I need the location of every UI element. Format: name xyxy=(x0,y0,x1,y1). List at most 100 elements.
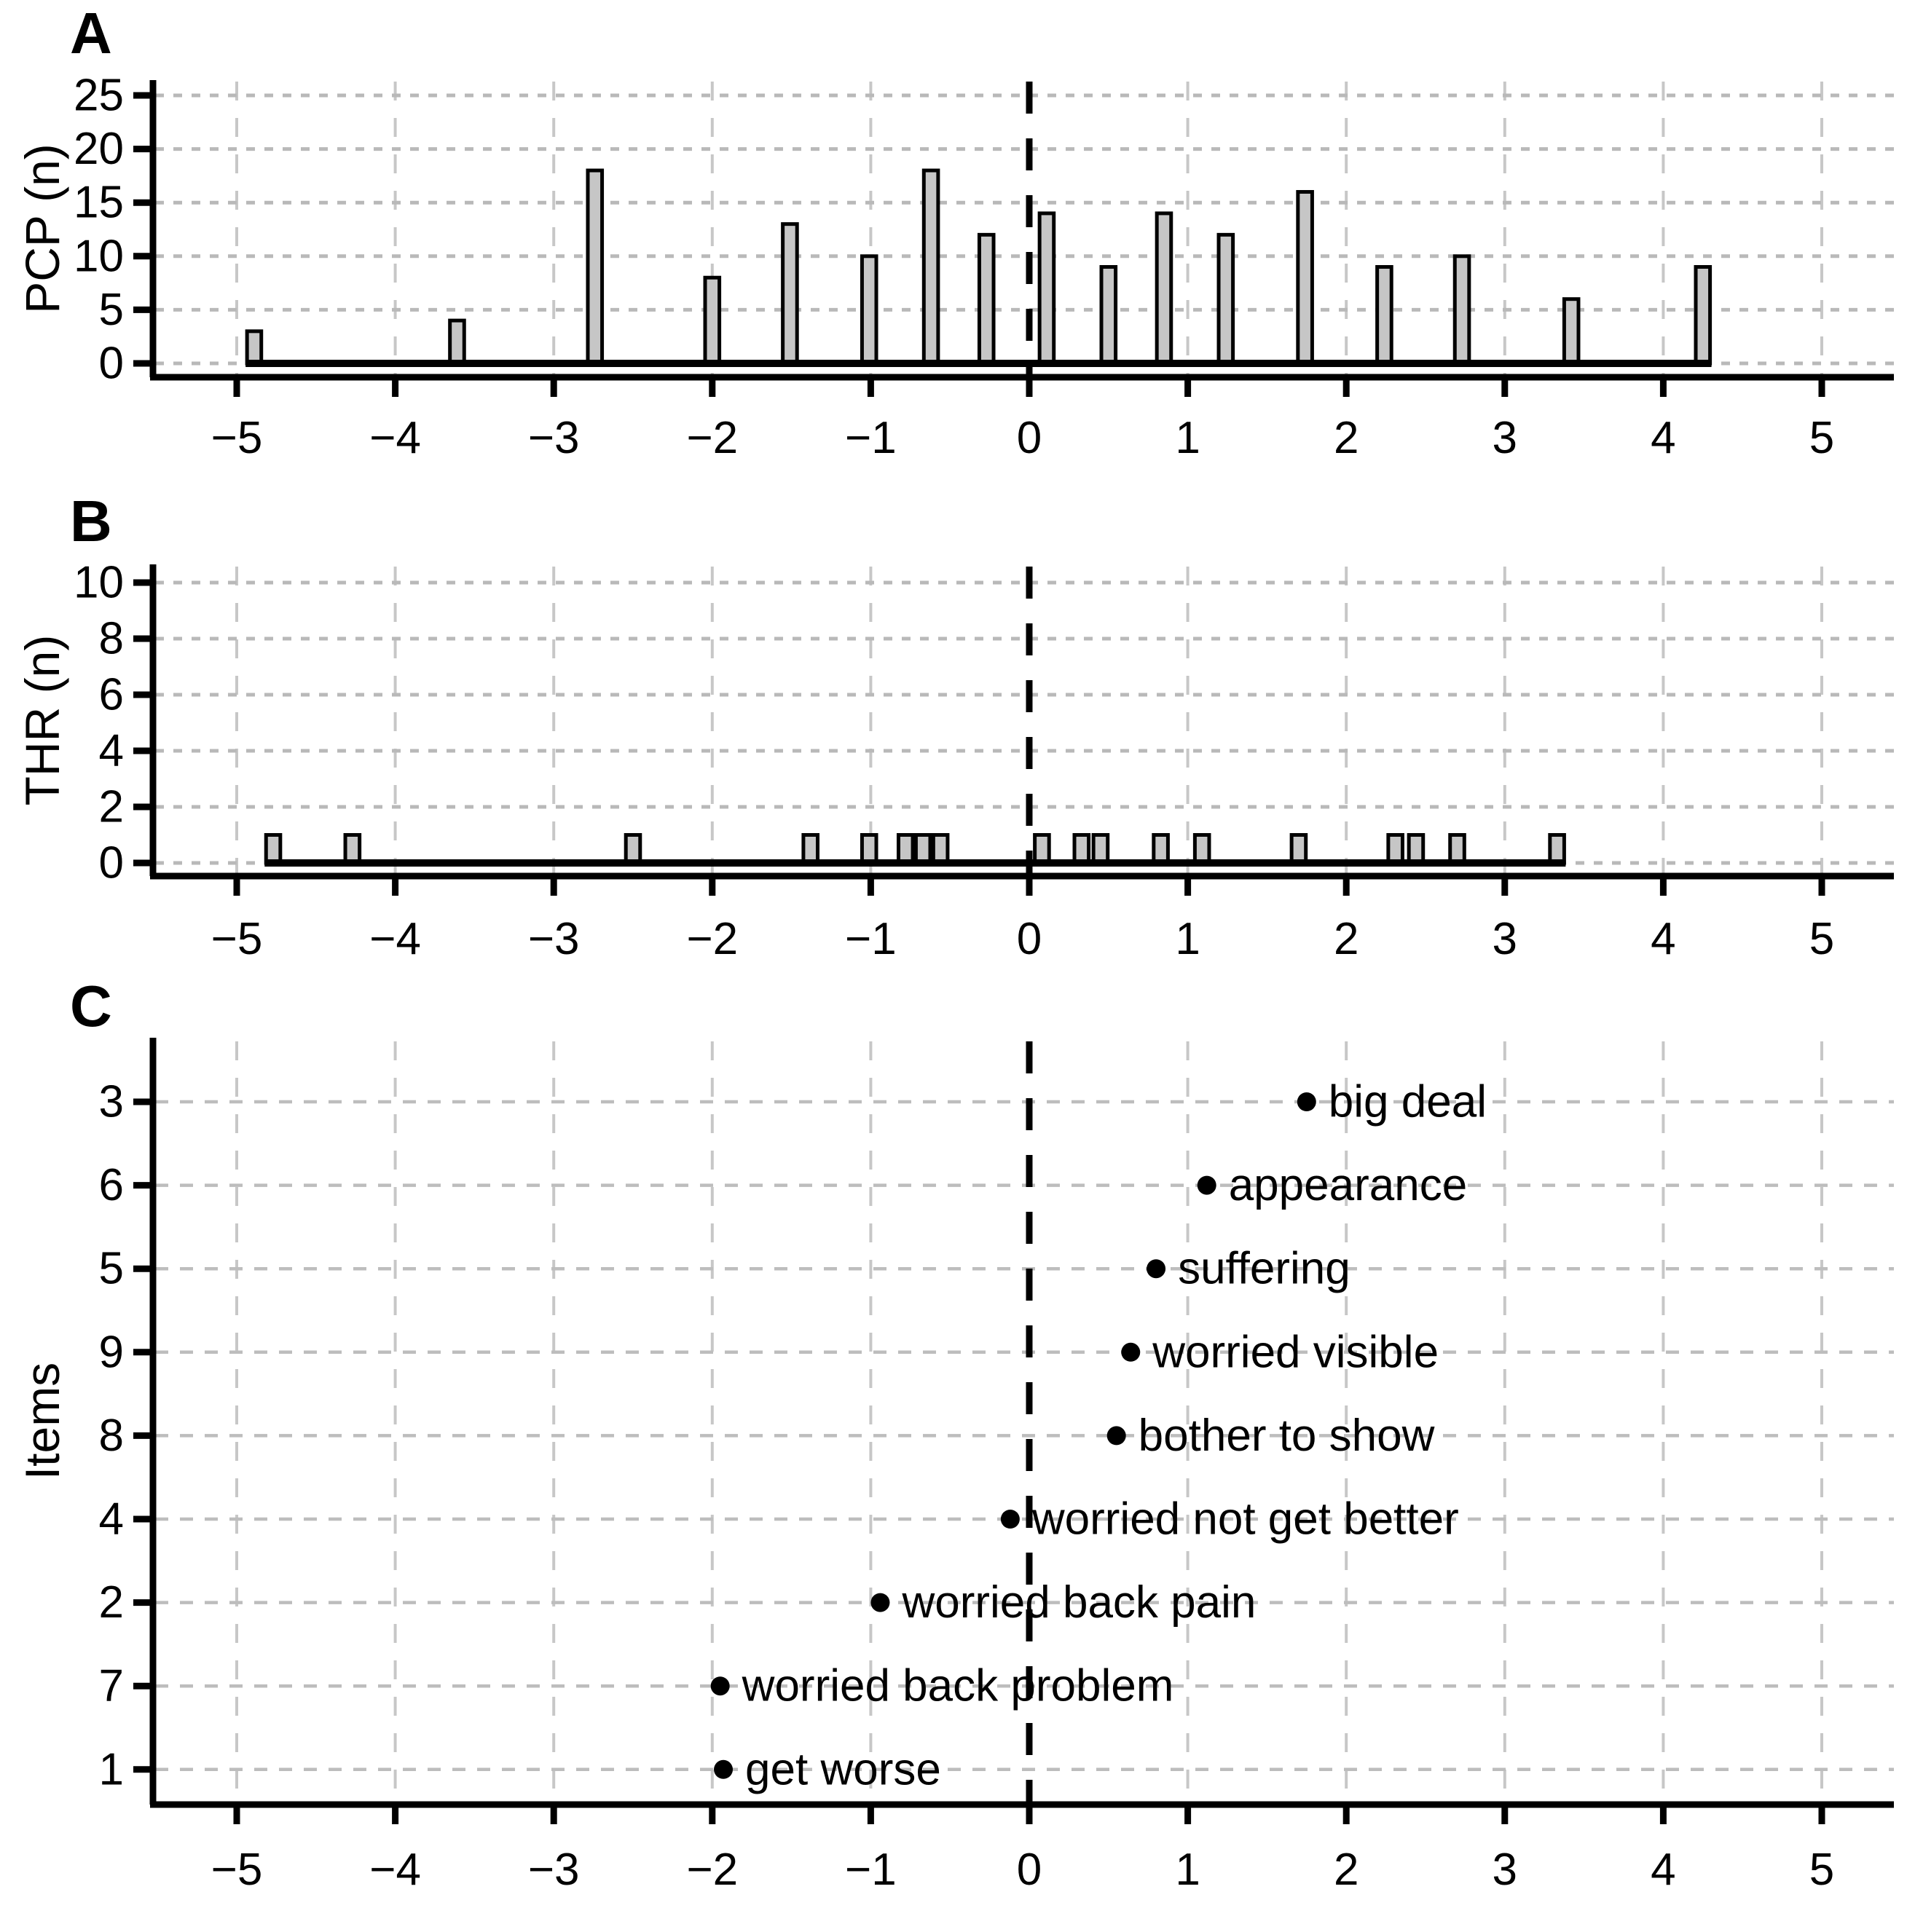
x-tick-label: 3 xyxy=(1493,914,1517,964)
bar xyxy=(1037,211,1056,366)
x-tick-label: −4 xyxy=(369,914,421,964)
y-tick-label: 7 xyxy=(99,1661,124,1711)
item-point xyxy=(1121,1342,1141,1362)
bar xyxy=(1562,297,1581,366)
x-tick-label: −1 xyxy=(845,1845,897,1895)
y-axis-title: Items xyxy=(15,1363,69,1480)
bar xyxy=(896,833,915,865)
bar xyxy=(781,222,799,366)
item-point-label: appearance xyxy=(1229,1160,1468,1210)
x-tick-label: 0 xyxy=(1017,413,1042,463)
x-tick-label: 5 xyxy=(1809,914,1834,964)
bar xyxy=(264,833,283,865)
x-tick-label: −2 xyxy=(686,413,738,463)
bar xyxy=(1033,833,1051,865)
bar xyxy=(1452,254,1471,366)
x-tick-label: −4 xyxy=(369,413,421,463)
y-axis-title: THR (n) xyxy=(15,635,69,806)
y-tick-label: 15 xyxy=(74,178,124,228)
x-tick-label: −3 xyxy=(528,914,580,964)
x-tick-label: −5 xyxy=(211,914,263,964)
bar xyxy=(1296,189,1314,366)
bar xyxy=(1448,833,1466,865)
x-tick-label: 2 xyxy=(1334,1845,1359,1895)
bar xyxy=(586,168,605,366)
x-tick-label: −1 xyxy=(845,914,897,964)
item-point-label: worried back pain xyxy=(901,1577,1256,1628)
bar xyxy=(1694,265,1713,366)
x-tick-label: −2 xyxy=(686,914,738,964)
x-tick-label: 4 xyxy=(1651,413,1675,463)
y-tick-label: 6 xyxy=(99,1160,124,1210)
item-point-label: worried back problem xyxy=(742,1661,1174,1711)
y-tick-label: 0 xyxy=(99,339,124,389)
item-point-label: big deal xyxy=(1329,1077,1487,1127)
bar xyxy=(860,833,878,865)
item-point-label: suffering xyxy=(1178,1244,1350,1294)
bar xyxy=(1407,833,1426,865)
y-tick-label: 10 xyxy=(74,231,124,281)
bar xyxy=(1548,833,1566,865)
y-tick-label: 9 xyxy=(99,1327,124,1377)
x-tick-label: 0 xyxy=(1017,914,1042,964)
item-point xyxy=(870,1593,890,1612)
x-tick-label: 5 xyxy=(1809,413,1834,463)
x-tick-label: −4 xyxy=(369,1845,421,1895)
y-tick-label: 10 xyxy=(74,558,124,608)
x-tick-label: 1 xyxy=(1175,914,1200,964)
item-point xyxy=(710,1676,730,1696)
bar xyxy=(1152,833,1170,865)
bar xyxy=(1099,265,1118,366)
item-point-label: worried visible xyxy=(1152,1327,1439,1377)
panel-c-letter: C xyxy=(70,974,112,1038)
item-point-label: bother to show xyxy=(1139,1411,1435,1461)
x-tick-label: 2 xyxy=(1334,413,1359,463)
bar xyxy=(1386,833,1404,865)
y-tick-label: 25 xyxy=(74,71,124,121)
bar xyxy=(624,833,642,865)
y-tick-label: 2 xyxy=(99,1577,124,1628)
bar xyxy=(931,833,950,865)
y-tick-label: 8 xyxy=(99,614,124,664)
x-tick-label: −1 xyxy=(845,413,897,463)
bar xyxy=(245,329,264,366)
x-tick-label: 2 xyxy=(1334,914,1359,964)
bar xyxy=(1375,265,1393,366)
x-tick-label: 4 xyxy=(1651,1845,1675,1895)
x-tick-label: −3 xyxy=(528,413,580,463)
item-point-label: worried not get better xyxy=(1031,1494,1459,1545)
item-point xyxy=(714,1759,734,1779)
item-point-label: get worse xyxy=(745,1744,941,1794)
bar xyxy=(801,833,820,865)
bar xyxy=(1155,211,1173,366)
y-tick-label: 8 xyxy=(99,1411,124,1461)
x-tick-label: 4 xyxy=(1651,914,1675,964)
bar xyxy=(1091,833,1110,865)
x-tick-label: −5 xyxy=(211,413,263,463)
x-tick-label: −5 xyxy=(211,1845,263,1895)
y-axis-title: PCP (n) xyxy=(15,143,69,314)
bar xyxy=(1192,833,1211,865)
y-tick-label: 2 xyxy=(99,782,124,832)
x-tick-label: 3 xyxy=(1493,413,1517,463)
y-tick-label: 20 xyxy=(74,124,124,174)
bar xyxy=(703,275,722,366)
x-tick-label: 3 xyxy=(1493,1845,1517,1895)
y-tick-label: 5 xyxy=(99,285,124,335)
y-tick-label: 5 xyxy=(99,1244,124,1294)
bar xyxy=(913,833,932,865)
item-point xyxy=(1147,1259,1166,1279)
panel-c-plot: big deal appearance suffering worried visib… xyxy=(15,1038,1894,1895)
x-tick-label: −3 xyxy=(528,1845,580,1895)
y-tick-label: 6 xyxy=(99,670,124,720)
item-point xyxy=(1106,1426,1126,1446)
x-tick-label: 0 xyxy=(1017,1845,1042,1895)
bar xyxy=(921,168,940,366)
bar xyxy=(1216,232,1235,366)
bar xyxy=(448,318,466,366)
x-tick-label: 1 xyxy=(1175,1845,1200,1895)
y-tick-label: 3 xyxy=(99,1077,124,1127)
bar xyxy=(977,232,996,366)
